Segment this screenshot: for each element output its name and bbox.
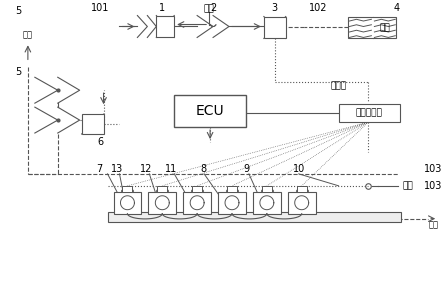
Text: 3: 3	[272, 3, 278, 13]
Text: 9: 9	[244, 164, 250, 174]
Bar	[218, 192, 246, 214]
Bar	[156, 16, 174, 38]
Text: 12: 12	[140, 164, 152, 174]
Text: 混合气: 混合气	[330, 82, 346, 91]
Bar	[253, 192, 281, 214]
Bar	[264, 17, 286, 38]
Text: 排气: 排气	[23, 30, 33, 39]
Text: 102: 102	[309, 3, 328, 13]
Text: 5: 5	[15, 6, 21, 16]
Text: 103: 103	[424, 164, 442, 174]
Text: 7: 7	[97, 164, 103, 174]
Text: 103: 103	[424, 181, 442, 191]
Bar	[183, 192, 211, 214]
Text: 1: 1	[159, 3, 165, 13]
Text: 4: 4	[393, 3, 399, 13]
Bar	[174, 95, 246, 127]
Text: 排气: 排气	[428, 220, 438, 229]
Bar	[82, 114, 104, 134]
Text: 8: 8	[200, 164, 206, 174]
Bar	[262, 186, 272, 192]
Text: 6: 6	[97, 137, 104, 147]
Bar	[288, 192, 315, 214]
Bar	[122, 186, 132, 192]
Bar	[192, 186, 202, 192]
Text: 电噴控制器: 电噴控制器	[356, 109, 383, 118]
Text: 燃气: 燃气	[403, 181, 414, 190]
Bar	[338, 104, 400, 122]
Bar	[108, 212, 401, 222]
Text: 5: 5	[15, 67, 21, 77]
Text: 11: 11	[165, 164, 177, 174]
Text: 10: 10	[292, 164, 305, 174]
Text: 燃气: 燃气	[204, 4, 214, 13]
Text: 101: 101	[91, 3, 110, 13]
Bar	[148, 192, 176, 214]
Bar	[113, 192, 141, 214]
Bar	[227, 186, 237, 192]
Text: ECU: ECU	[196, 104, 225, 118]
Bar	[349, 17, 396, 38]
Text: 空气: 空气	[380, 23, 391, 32]
Bar	[297, 186, 307, 192]
Bar	[157, 186, 167, 192]
Text: 13: 13	[111, 164, 124, 174]
Text: 2: 2	[210, 3, 216, 13]
